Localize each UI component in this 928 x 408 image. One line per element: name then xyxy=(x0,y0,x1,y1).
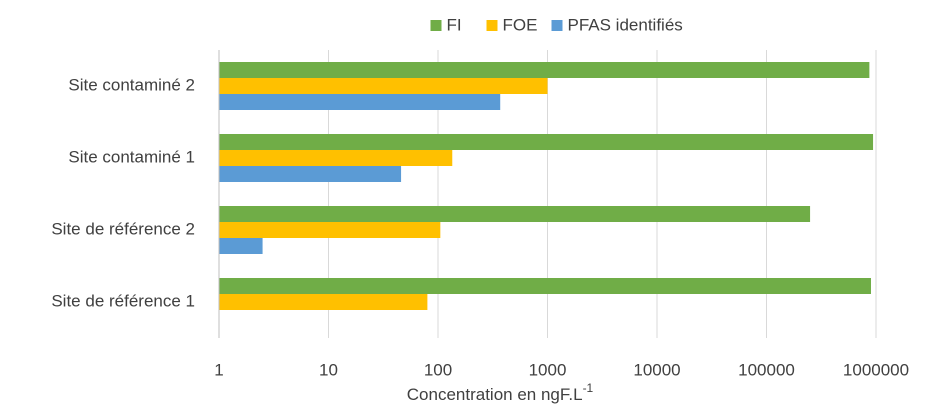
legend-label: FOE xyxy=(503,15,538,34)
x-axis-label: Concentration en ngF.L-1 xyxy=(407,381,594,404)
x-axis-label-superscript: -1 xyxy=(583,381,594,395)
x-axis-label-main: Concentration en ngF.L xyxy=(407,385,583,404)
bar xyxy=(219,222,441,238)
bar xyxy=(219,62,870,78)
x-tick-label: 10 xyxy=(319,360,338,379)
y-tick-label: Site de référence 1 xyxy=(51,291,195,310)
y-tick-label: Site contaminé 1 xyxy=(68,147,195,166)
bar xyxy=(219,94,501,110)
legend-label: PFAS identifiés xyxy=(568,15,683,34)
bar xyxy=(219,206,811,222)
y-tick-label: Site de référence 2 xyxy=(51,219,195,238)
x-tick-label: 100 xyxy=(424,360,452,379)
bar xyxy=(219,134,874,150)
bar xyxy=(219,150,453,166)
x-tick-label: 1000000 xyxy=(843,360,909,379)
legend-swatch xyxy=(551,20,563,31)
bar xyxy=(219,238,263,254)
y-tick-label: Site contaminé 2 xyxy=(68,75,195,94)
x-tick-label: 100000 xyxy=(738,360,795,379)
bar xyxy=(219,294,428,310)
bar xyxy=(219,166,402,182)
legend-swatch xyxy=(430,20,442,31)
legend-label: FI xyxy=(447,15,462,34)
x-tick-label: 1000 xyxy=(529,360,567,379)
bar xyxy=(219,78,548,94)
x-tick-label: 10000 xyxy=(633,360,680,379)
x-tick-label: 1 xyxy=(214,360,223,379)
bar xyxy=(219,278,871,294)
legend-swatch xyxy=(486,20,498,31)
